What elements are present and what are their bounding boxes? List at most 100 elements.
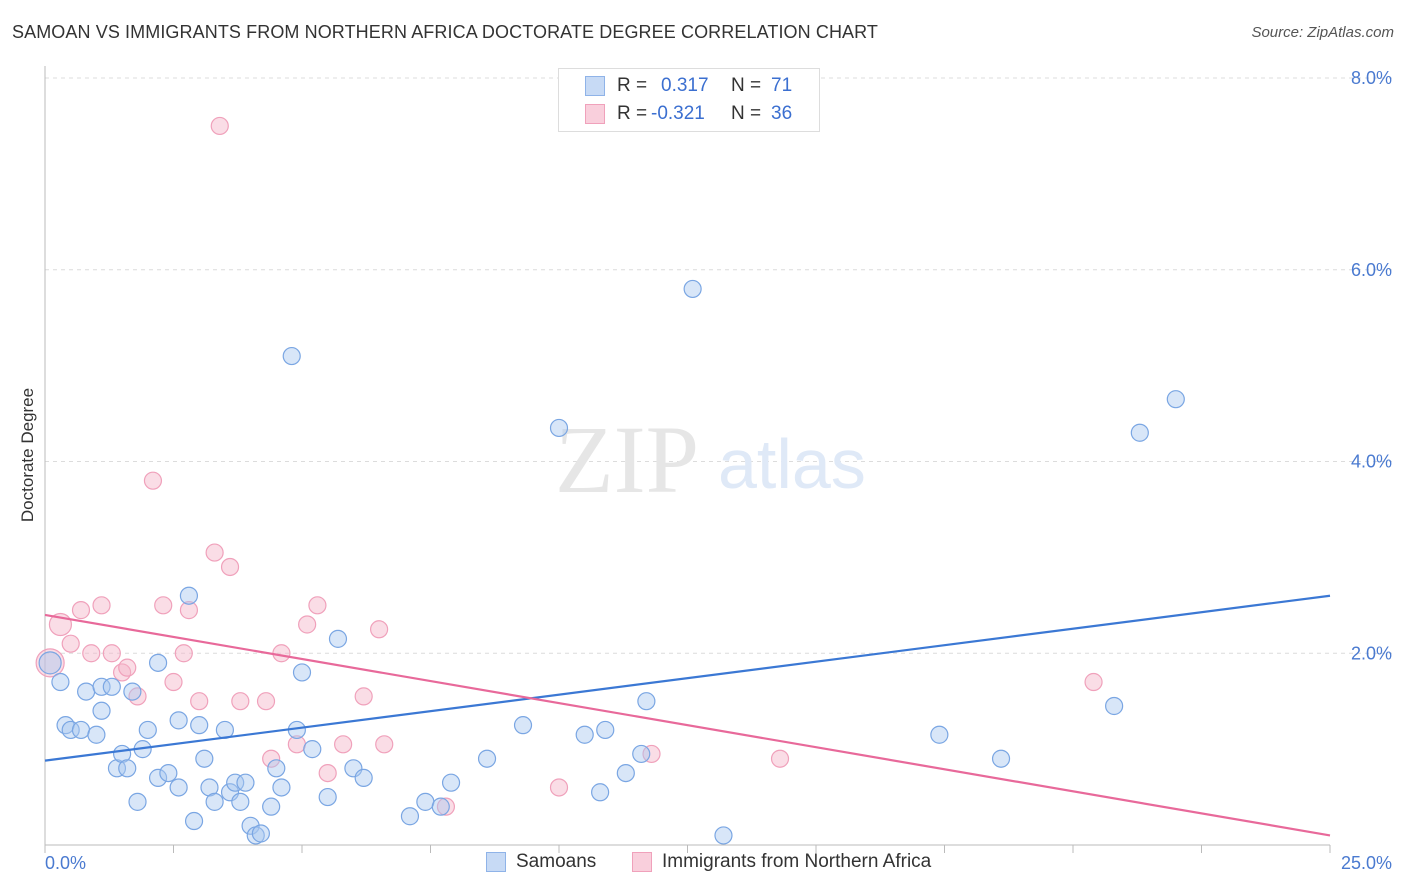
- data-point-africa: [262, 749, 281, 768]
- data-point-samoan: [400, 807, 420, 826]
- data-point-africa: [174, 644, 193, 663]
- data-point-africa: [1084, 672, 1103, 692]
- data-point-africa: [272, 644, 291, 663]
- n-label: N =: [731, 103, 762, 124]
- data-point-samoan: [205, 792, 224, 811]
- data-point-samoan: [195, 749, 214, 768]
- data-point-samoan: [262, 797, 281, 816]
- data-point-samoan: [107, 759, 127, 778]
- data-point-africa: [354, 687, 373, 706]
- data-point-samoan: [184, 811, 204, 831]
- n-value-africa: 36: [771, 103, 793, 124]
- data-point-africa: [92, 596, 111, 615]
- data-point-samoan: [328, 629, 348, 648]
- data-point-samoan: [431, 797, 450, 816]
- r-label: R =: [617, 75, 648, 96]
- data-point-samoan: [416, 792, 435, 811]
- data-point-samoan: [303, 740, 322, 759]
- data-point-africa: [298, 615, 317, 634]
- data-point-samoan: [251, 824, 270, 843]
- data-point-samoan: [477, 749, 497, 768]
- n-value-samoans: 71: [771, 75, 793, 96]
- data-point-samoan: [148, 653, 168, 672]
- x-tick-label: 25.0%: [1341, 853, 1392, 873]
- data-point-africa: [375, 735, 394, 754]
- data-point-samoan: [92, 701, 111, 720]
- data-point-samoan: [354, 768, 373, 787]
- chart-source: Source: ZipAtlas.com: [1251, 24, 1394, 41]
- data-point-samoan: [632, 744, 651, 764]
- data-point-samoan: [616, 763, 635, 783]
- data-point-africa: [143, 471, 163, 490]
- data-point-samoan: [272, 778, 291, 797]
- trend-line-samoans: [44, 594, 1331, 762]
- data-point-samoan: [1130, 423, 1149, 442]
- data-point-samoan: [596, 720, 615, 740]
- bottom-legend-label-africa: Immigrants from Northern Africa: [662, 851, 932, 872]
- bottom-legend-swatch-samoans: [486, 852, 506, 872]
- data-point-samoan: [236, 773, 255, 792]
- data-point-samoan: [226, 773, 245, 792]
- data-point-africa: [154, 596, 173, 615]
- data-point-samoan: [77, 682, 96, 701]
- data-point-samoan: [169, 711, 188, 730]
- data-point-samoan: [87, 725, 106, 744]
- data-point-samoan: [292, 663, 312, 682]
- data-point-africa: [231, 692, 250, 711]
- y-tick-label: 2.0%: [1351, 643, 1392, 663]
- data-point-samoan: [714, 826, 733, 845]
- trend-line-africa: [44, 613, 1331, 837]
- data-point-africa: [82, 644, 101, 663]
- watermark-atlas: atlas: [718, 425, 866, 503]
- data-point-africa: [179, 601, 199, 620]
- data-point-samoan: [231, 792, 250, 811]
- data-point-samoan: [1166, 390, 1185, 409]
- n-label: N =: [731, 75, 762, 96]
- data-point-africa: [35, 648, 65, 678]
- data-point-samoan: [92, 677, 111, 696]
- data-point-samoan: [71, 720, 91, 740]
- r-label: R =: [617, 103, 648, 124]
- data-point-africa: [318, 763, 337, 783]
- data-point-samoan: [1105, 696, 1124, 716]
- data-point-africa: [190, 692, 209, 711]
- data-point-africa: [102, 644, 121, 663]
- data-point-samoan: [575, 725, 594, 744]
- data-point-africa: [308, 596, 327, 615]
- data-point-africa: [436, 797, 456, 816]
- data-point-samoan: [267, 759, 286, 778]
- data-point-africa: [334, 735, 353, 754]
- data-point-africa: [549, 778, 569, 797]
- bottom-legend-label-samoans: Samoans: [516, 851, 597, 872]
- y-tick-label: 8.0%: [1351, 68, 1392, 88]
- data-point-africa: [256, 692, 276, 711]
- data-point-samoan: [241, 816, 260, 835]
- legend-swatch-africa: [585, 104, 605, 124]
- data-point-samoan: [179, 586, 199, 605]
- data-point-samoan: [282, 346, 301, 366]
- data-point-africa: [770, 749, 790, 768]
- data-point-samoan: [51, 672, 70, 692]
- data-point-samoan: [441, 773, 461, 792]
- data-point-samoan: [169, 778, 188, 797]
- data-point-samoan: [118, 759, 137, 778]
- watermark-zip: ZIP: [555, 406, 699, 513]
- data-point-africa: [220, 557, 240, 577]
- data-point-samoan: [61, 720, 80, 740]
- data-point-samoan: [190, 716, 209, 735]
- data-point-africa: [164, 672, 183, 692]
- data-point-samoan: [683, 279, 702, 299]
- data-point-samoan: [123, 682, 142, 701]
- bottom-legend-swatch-africa: [632, 852, 652, 872]
- r-value-africa: -0.321: [651, 103, 705, 124]
- data-point-samoan: [200, 778, 219, 797]
- data-point-samoan: [930, 725, 949, 744]
- data-point-africa: [61, 634, 80, 653]
- data-point-samoan: [318, 787, 337, 807]
- data-point-samoan: [138, 720, 157, 740]
- data-point-samoan: [38, 651, 62, 675]
- x-tick-label: 0.0%: [45, 853, 86, 873]
- correlation-legend: R = 0.317 N = 71 R = -0.321 N = 36: [558, 68, 820, 132]
- data-point-samoan: [549, 418, 569, 438]
